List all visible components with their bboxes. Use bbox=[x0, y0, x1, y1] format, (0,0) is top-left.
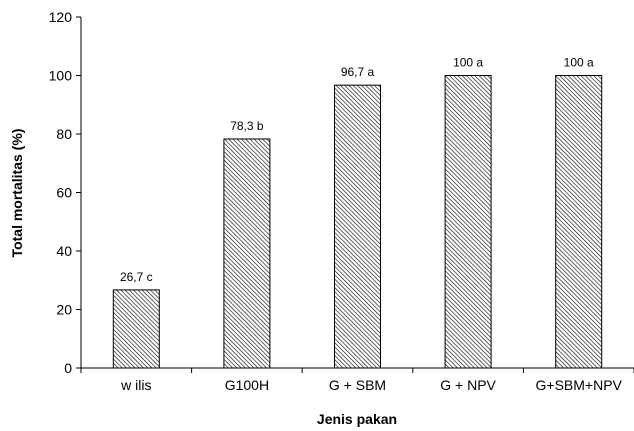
x-tick-label: G+SBM+NPV bbox=[536, 377, 623, 393]
x-tick-label: G100H bbox=[225, 377, 269, 393]
y-tick-label: 80 bbox=[56, 126, 72, 142]
bar-data-label: 96,7 a bbox=[341, 65, 375, 79]
bar bbox=[335, 85, 381, 368]
x-tick-label: G + SBM bbox=[329, 377, 386, 393]
y-tick-label: 20 bbox=[56, 302, 72, 318]
y-tick-label: 60 bbox=[56, 185, 72, 201]
y-tick-label: 120 bbox=[49, 9, 73, 25]
bar-data-label: 100 a bbox=[453, 56, 483, 70]
bar-data-label: 100 a bbox=[564, 56, 594, 70]
bar-data-label: 26,7 c bbox=[120, 270, 153, 284]
bar-data-label: 78,3 b bbox=[230, 119, 264, 133]
plot-area: 0 20 40 60 80 100 120 26,7 c w ilis 78,3 b G100H 96… bbox=[49, 9, 634, 393]
y-tick-label: 0 bbox=[64, 360, 72, 376]
x-tick-label: G + NPV bbox=[440, 377, 496, 393]
x-tick-label: w ilis bbox=[120, 377, 151, 393]
bar bbox=[224, 139, 270, 368]
bar bbox=[445, 76, 491, 369]
y-tick-label: 100 bbox=[49, 68, 73, 84]
bar bbox=[556, 76, 602, 369]
y-tick-label: 40 bbox=[56, 243, 72, 259]
bar bbox=[113, 290, 159, 368]
x-axis-title: Jenis pakan bbox=[317, 411, 397, 427]
y-axis-title: Total mortalitas (%) bbox=[9, 129, 25, 258]
